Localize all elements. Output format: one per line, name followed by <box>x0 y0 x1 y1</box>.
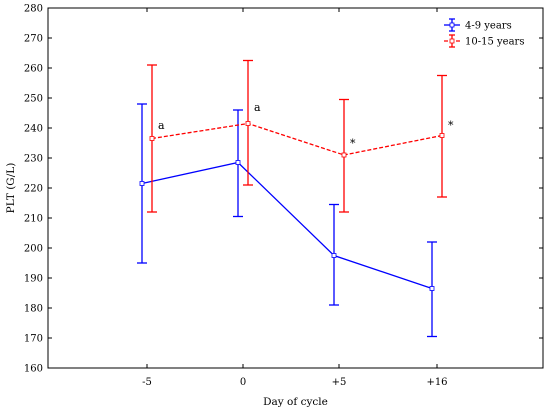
y-tick-label: 270 <box>24 34 43 45</box>
annotation-layer: a a * * <box>158 101 454 150</box>
data-point <box>341 152 347 158</box>
series-1 <box>137 103 437 338</box>
data-point <box>429 286 435 291</box>
significance-marker: * <box>448 119 454 132</box>
series-line <box>141 161 433 290</box>
data-point <box>245 121 251 126</box>
data-point <box>235 160 241 165</box>
y-tick-label: 230 <box>24 154 43 165</box>
y-tick-label: 210 <box>24 214 43 225</box>
data-point <box>139 181 145 186</box>
legend-marker <box>449 22 455 28</box>
legend: 4-9 years 10-15 years <box>444 18 524 48</box>
x-tick-label: +16 <box>426 377 447 388</box>
y-axis-title: PLT (G/L) <box>5 163 17 214</box>
significance-marker: * <box>350 137 356 150</box>
x-axis: -5 0 +5 +16 <box>142 8 448 388</box>
y-tick-label: 170 <box>24 334 43 345</box>
legend-label: 10-15 years <box>465 37 524 48</box>
significance-marker: a <box>254 101 261 114</box>
plot-frame <box>47 7 544 369</box>
y-tick-label: 160 <box>24 364 43 375</box>
data-point <box>439 133 445 138</box>
y-tick-label: 280 <box>24 4 43 15</box>
series-2 <box>147 59 447 213</box>
y-tick-label: 200 <box>24 244 43 255</box>
x-tick-label: +5 <box>332 377 347 388</box>
y-tick-label: 240 <box>24 124 43 135</box>
x-tick-label: -5 <box>142 377 152 388</box>
series-line <box>151 122 443 156</box>
y-tick-label: 260 <box>24 64 43 75</box>
y-axis: 160 170 180 190 200 210 220 230 240 250 260 270 280 <box>24 4 543 375</box>
x-axis-title: Day of cycle <box>263 396 328 408</box>
y-tick-label: 190 <box>24 274 43 285</box>
y-tick-label: 220 <box>24 184 43 195</box>
series-layer <box>137 59 447 338</box>
y-tick-label: 250 <box>24 94 43 105</box>
legend-marker <box>449 38 455 44</box>
y-tick-label: 180 <box>24 304 43 315</box>
significance-marker: a <box>158 119 165 132</box>
legend-label: 4-9 years <box>465 21 512 32</box>
data-point <box>149 136 155 141</box>
data-point <box>331 253 337 258</box>
x-tick-label: 0 <box>240 377 246 388</box>
